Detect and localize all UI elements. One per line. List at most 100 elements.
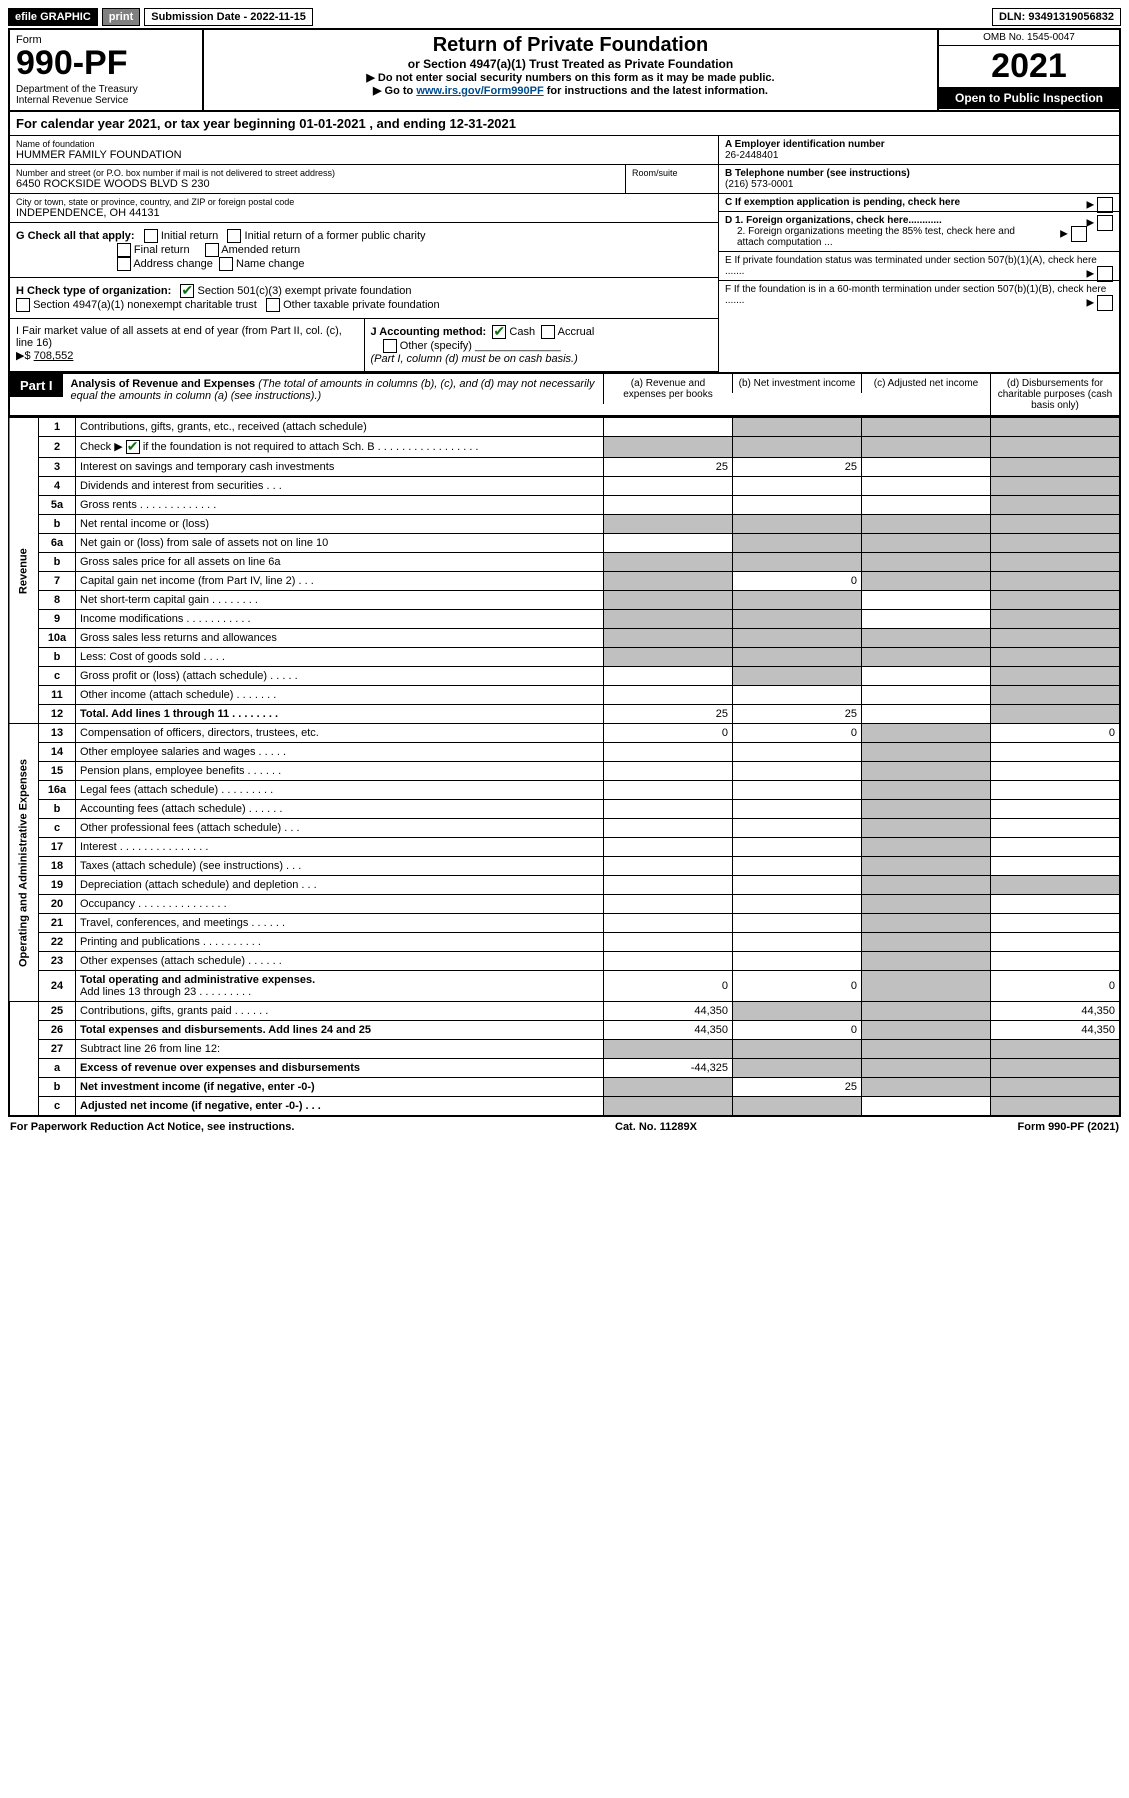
r13a: 0: [604, 724, 733, 743]
r21: Travel, conferences, and meetings . . . …: [76, 914, 604, 933]
print-button[interactable]: print: [102, 8, 140, 26]
irs-link[interactable]: www.irs.gov/Form990PF: [416, 85, 543, 97]
calendar-year-line: For calendar year 2021, or tax year begi…: [8, 112, 1121, 136]
chk-cash[interactable]: [492, 325, 506, 339]
r26a: 44,350: [604, 1021, 733, 1040]
r13: Compensation of officers, directors, tru…: [76, 724, 604, 743]
r13d: 0: [991, 724, 1121, 743]
a-label: A Employer identification number: [725, 139, 885, 150]
j-label: J Accounting method:: [371, 326, 487, 338]
form-header: Form 990-PF Department of the Treasury I…: [8, 28, 1121, 112]
top-bar: efile GRAPHIC print Submission Date - 20…: [8, 8, 1121, 26]
efile-badge[interactable]: efile GRAPHIC: [8, 8, 98, 26]
g-amended: Amended return: [221, 244, 300, 256]
r12b: 25: [733, 705, 862, 724]
chk-initial[interactable]: [144, 229, 158, 243]
chk-501c3[interactable]: [180, 284, 194, 298]
r27b: 25: [733, 1078, 862, 1097]
r3a: 25: [604, 458, 733, 477]
section-h: H Check type of organization: Section 50…: [10, 278, 718, 318]
r5b: Net rental income or (loss): [76, 515, 604, 534]
chk-schb[interactable]: [126, 440, 140, 454]
name-label: Name of foundation: [16, 139, 712, 149]
note2-pre: ▶ Go to: [373, 85, 416, 97]
j-other: Other (specify): [400, 340, 472, 352]
note-link: ▶ Go to www.irs.gov/Form990PF for instru…: [210, 84, 931, 97]
r26d: 44,350: [991, 1021, 1121, 1040]
part1-header: Part I Analysis of Revenue and Expenses …: [8, 374, 1121, 417]
i-arrow: ▶$: [16, 350, 31, 362]
chk-e[interactable]: [1097, 266, 1113, 282]
chk-other-taxable[interactable]: [266, 298, 280, 312]
foundation-city: INDEPENDENCE, OH 44131: [16, 207, 712, 219]
r14: Other employee salaries and wages . . . …: [76, 743, 604, 762]
r25d: 44,350: [991, 1002, 1121, 1021]
part1-title: Analysis of Revenue and Expenses: [71, 378, 256, 390]
chk-initial-former[interactable]: [227, 229, 241, 243]
col-c: (c) Adjusted net income: [861, 374, 990, 393]
r6b: Gross sales price for all assets on line…: [76, 553, 604, 572]
chk-c[interactable]: [1097, 197, 1113, 213]
chk-namechg[interactable]: [219, 257, 233, 271]
footer-left: For Paperwork Reduction Act Notice, see …: [10, 1121, 294, 1133]
omb-number: OMB No. 1545-0047: [939, 30, 1119, 46]
d1-label: D 1. Foreign organizations, check here..…: [725, 215, 942, 226]
section-g: G Check all that apply: Initial return I…: [10, 223, 718, 278]
footer-right: Form 990-PF (2021): [1018, 1121, 1120, 1133]
chk-f[interactable]: [1097, 295, 1113, 311]
form-number: 990-PF: [16, 46, 196, 80]
dept-treasury: Department of the Treasury Internal Reve…: [16, 84, 196, 106]
chk-accrual[interactable]: [541, 325, 555, 339]
r23: Other expenses (attach schedule) . . . .…: [76, 952, 604, 971]
r10c: Gross profit or (loss) (attach schedule)…: [76, 667, 604, 686]
r25a: 44,350: [604, 1002, 733, 1021]
revenue-label: Revenue: [9, 418, 39, 724]
r24a: 0: [604, 971, 733, 1002]
note-ssn: ▶ Do not enter social security numbers o…: [210, 71, 931, 84]
r26b: 0: [733, 1021, 862, 1040]
r22: Printing and publications . . . . . . . …: [76, 933, 604, 952]
form-title: Return of Private Foundation: [210, 34, 931, 57]
r9: Income modifications . . . . . . . . . .…: [76, 610, 604, 629]
j-note: (Part I, column (d) must be on cash basi…: [371, 353, 578, 365]
r27c-desc: Adjusted net income (if negative, enter …: [76, 1097, 604, 1117]
chk-final[interactable]: [117, 243, 131, 257]
chk-other-method[interactable]: [383, 339, 397, 353]
form-subtitle: or Section 4947(a)(1) Trust Treated as P…: [210, 57, 931, 71]
r27b-desc: Net investment income (if negative, ente…: [76, 1078, 604, 1097]
city-label: City or town, state or province, country…: [16, 197, 712, 207]
r27a: -44,325: [604, 1059, 733, 1078]
foundation-name: HUMMER FAMILY FOUNDATION: [16, 149, 712, 161]
r18: Taxes (attach schedule) (see instruction…: [76, 857, 604, 876]
g-final: Final return: [134, 244, 190, 256]
r12a: 25: [604, 705, 733, 724]
b-label: B Telephone number (see instructions): [725, 168, 910, 179]
r16c: Other professional fees (attach schedule…: [76, 819, 604, 838]
r7b: 0: [733, 572, 862, 591]
chk-4947[interactable]: [16, 298, 30, 312]
r24b: 0: [733, 971, 862, 1002]
expenses-label: Operating and Administrative Expenses: [9, 724, 39, 1002]
col-b: (b) Net investment income: [732, 374, 861, 393]
r19: Depreciation (attach schedule) and deple…: [76, 876, 604, 895]
chk-address[interactable]: [117, 257, 131, 271]
arrow-icon: ▶: [1087, 200, 1095, 211]
r15: Pension plans, employee benefits . . . .…: [76, 762, 604, 781]
r20: Occupancy . . . . . . . . . . . . . . .: [76, 895, 604, 914]
chk-d1[interactable]: [1097, 215, 1113, 231]
r8: Net short-term capital gain . . . . . . …: [76, 591, 604, 610]
addr-label: Number and street (or P.O. box number if…: [16, 168, 619, 178]
col-d: (d) Disbursements for charitable purpose…: [990, 374, 1119, 415]
r6a: Net gain or (loss) from sale of assets n…: [76, 534, 604, 553]
i-value: 708,552: [34, 350, 74, 362]
g-label: G Check all that apply:: [16, 230, 135, 242]
r27: Subtract line 26 from line 12:: [76, 1040, 604, 1059]
chk-amended[interactable]: [205, 243, 219, 257]
r24: Total operating and administrative expen…: [76, 971, 604, 1002]
h-opt3: Other taxable private foundation: [283, 299, 440, 311]
submission-date: Submission Date - 2022-11-15: [144, 8, 313, 26]
chk-d2[interactable]: [1071, 226, 1087, 242]
h-label: H Check type of organization:: [16, 285, 171, 297]
ein: 26-2448401: [725, 150, 778, 161]
g-initial: Initial return: [161, 230, 218, 242]
